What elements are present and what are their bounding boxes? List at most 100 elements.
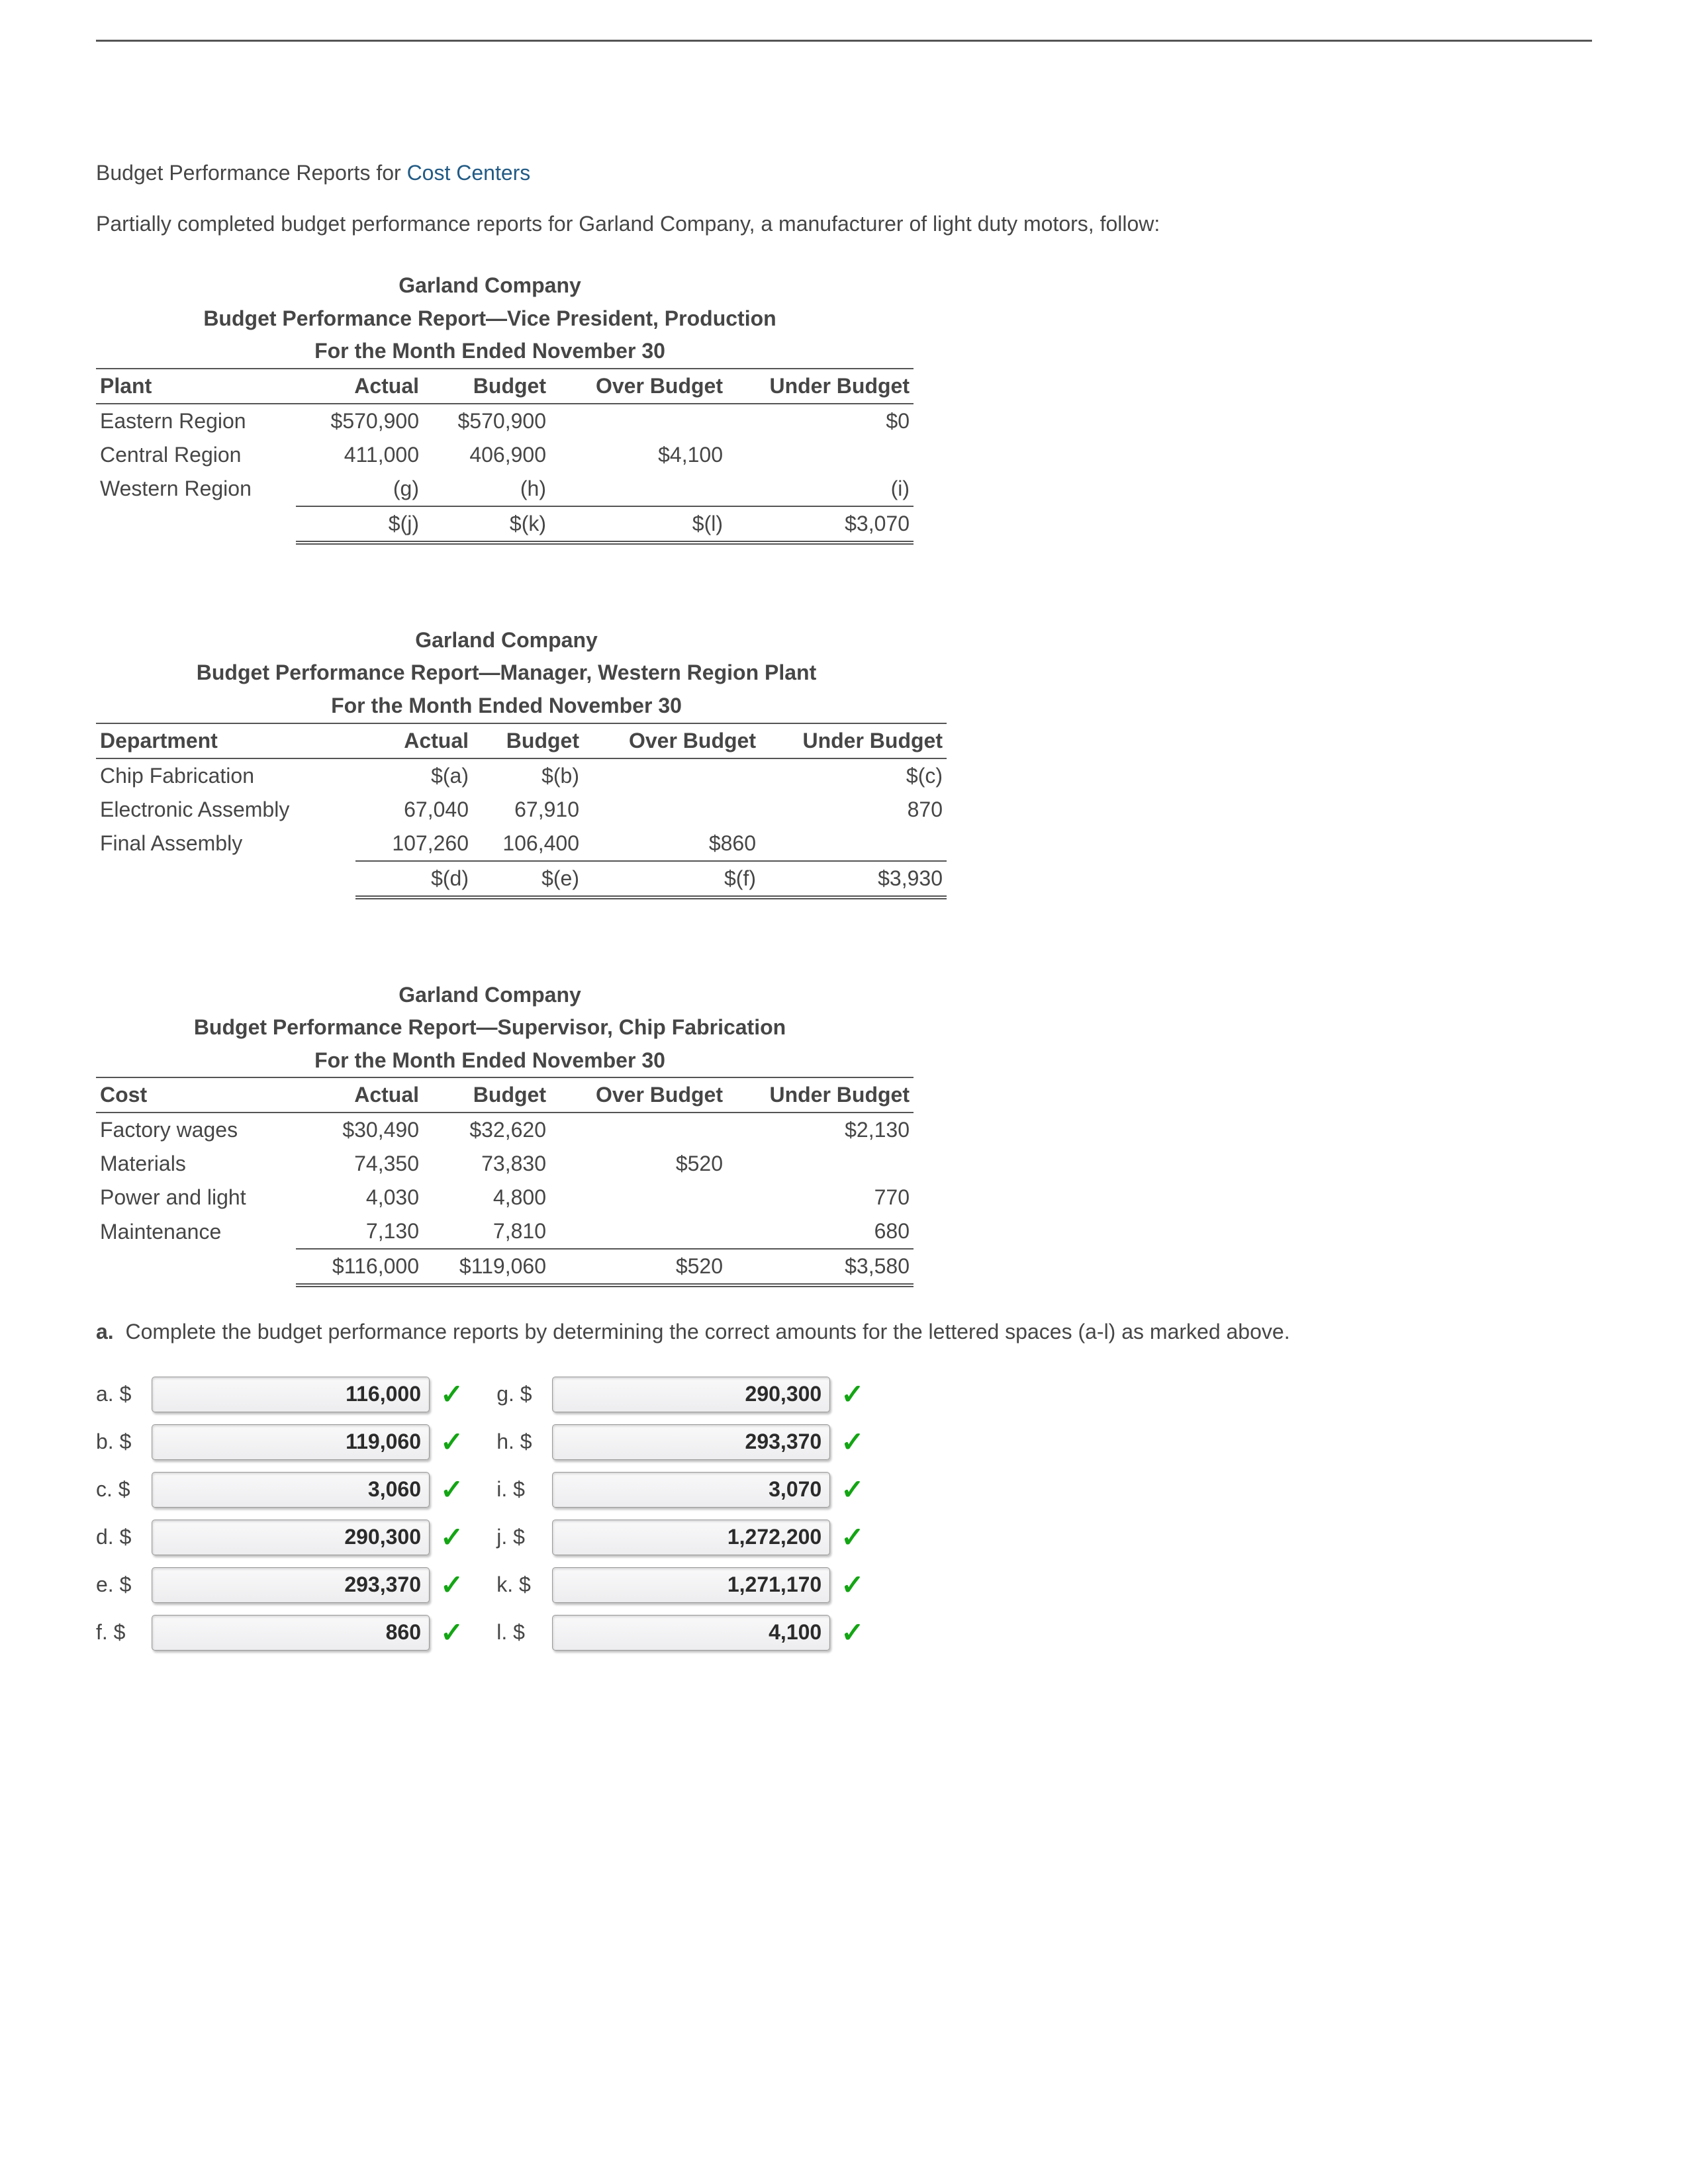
t1-t-c1: $(j) — [296, 506, 423, 543]
t1-r0-c2: $570,900 — [423, 404, 550, 438]
t1-h-plant: Plant — [96, 369, 296, 404]
t3-totals-row: $116,000 $119,060 $520 $3,580 — [96, 1249, 914, 1285]
answer-row: c. $ ✓ — [96, 1472, 463, 1508]
check-icon: ✓ — [440, 1426, 463, 1458]
t1-title-company: Garland Company — [96, 269, 884, 302]
t2-r0-c0: Chip Fabrication — [96, 758, 355, 793]
t2-r2-c0: Final Assembly — [96, 827, 355, 861]
table-row: Materials 74,350 73,830 $520 — [96, 1147, 914, 1181]
table-row: Power and light 4,030 4,800 770 — [96, 1181, 914, 1214]
answer-input-h[interactable] — [552, 1424, 830, 1460]
t1-h-actual: Actual — [296, 369, 423, 404]
t3-h-under: Under Budget — [727, 1077, 914, 1113]
answer-row: k. $ ✓ — [496, 1567, 864, 1603]
answer-row: b. $ ✓ — [96, 1424, 463, 1460]
check-icon: ✓ — [440, 1521, 463, 1553]
t2-r1-c1: 67,040 — [355, 793, 473, 827]
t2-t-c1: $(d) — [355, 861, 473, 897]
answer-input-a[interactable] — [152, 1377, 430, 1412]
t1-table: Plant Actual Budget Over Budget Under Bu… — [96, 368, 914, 545]
t2-t-c0 — [96, 861, 355, 897]
answer-label: f. $ — [96, 1620, 148, 1645]
answer-input-k[interactable] — [552, 1567, 830, 1603]
answer-input-d[interactable] — [152, 1520, 430, 1555]
t2-h-dept: Department — [96, 723, 355, 758]
t2-header-row: Department Actual Budget Over Budget Und… — [96, 723, 947, 758]
t1-r2-c2: (h) — [423, 472, 550, 506]
t3-r0-c0: Factory wages — [96, 1113, 296, 1147]
t3-t-c4: $3,580 — [727, 1249, 914, 1285]
t1-title-period: For the Month Ended November 30 — [96, 335, 884, 368]
table-row: Maintenance 7,130 7,810 680 — [96, 1214, 914, 1249]
t1-h-under: Under Budget — [727, 369, 914, 404]
t3-title-company: Garland Company — [96, 979, 884, 1012]
t2-r2-c3: $860 — [583, 827, 760, 861]
t2-r0-c1: $(a) — [355, 758, 473, 793]
t2-r2-c2: 106,400 — [473, 827, 583, 861]
t1-header-row: Plant Actual Budget Over Budget Under Bu… — [96, 369, 914, 404]
t3-r0-c1: $30,490 — [296, 1113, 423, 1147]
answer-row: l. $ ✓ — [496, 1615, 864, 1651]
t2-r0-c2: $(b) — [473, 758, 583, 793]
t3-r2-c1: 4,030 — [296, 1181, 423, 1214]
instruction-text: Complete the budget performance reports … — [125, 1320, 1289, 1343]
t2-r1-c2: 67,910 — [473, 793, 583, 827]
answer-label: c. $ — [96, 1477, 148, 1502]
t1-t-c4: $3,070 — [727, 506, 914, 543]
t3-r3-c3 — [550, 1214, 727, 1249]
t3-r3-c0: Maintenance — [96, 1214, 296, 1249]
check-icon: ✓ — [841, 1569, 864, 1601]
answer-input-e[interactable] — [152, 1567, 430, 1603]
t2-totals-row: $(d) $(e) $(f) $3,930 — [96, 861, 947, 897]
answer-label: a. $ — [96, 1382, 148, 1406]
t3-h-budget: Budget — [423, 1077, 550, 1113]
t1-r1-c1: 411,000 — [296, 438, 423, 472]
report-vp-production: Garland Company Budget Performance Repor… — [96, 269, 1592, 545]
t1-title: Garland Company Budget Performance Repor… — [96, 269, 884, 368]
t2-r1-c0: Electronic Assembly — [96, 793, 355, 827]
t3-r1-c1: 74,350 — [296, 1147, 423, 1181]
t3-table: Cost Actual Budget Over Budget Under Bud… — [96, 1077, 914, 1287]
t3-r3-c2: 7,810 — [423, 1214, 550, 1249]
answer-row: j. $ ✓ — [496, 1520, 864, 1555]
cost-centers-link[interactable]: Cost Centers — [407, 161, 531, 185]
t2-h-budget: Budget — [473, 723, 583, 758]
table-row: Western Region (g) (h) (i) — [96, 472, 914, 506]
heading-line: Budget Performance Reports for Cost Cent… — [96, 161, 1592, 185]
t2-title-period: For the Month Ended November 30 — [96, 690, 917, 723]
t2-table: Department Actual Budget Over Budget Und… — [96, 723, 947, 899]
answer-input-g[interactable] — [552, 1377, 830, 1412]
t3-r1-c2: 73,830 — [423, 1147, 550, 1181]
answer-input-l[interactable] — [552, 1615, 830, 1651]
t2-title-company: Garland Company — [96, 624, 917, 657]
t3-r3-c1: 7,130 — [296, 1214, 423, 1249]
t3-r1-c3: $520 — [550, 1147, 727, 1181]
answer-label: l. $ — [496, 1620, 548, 1645]
answer-input-c[interactable] — [152, 1472, 430, 1508]
t2-r1-c4: 870 — [760, 793, 947, 827]
answer-input-j[interactable] — [552, 1520, 830, 1555]
t3-t-c0 — [96, 1249, 296, 1285]
check-icon: ✓ — [841, 1521, 864, 1553]
answer-input-b[interactable] — [152, 1424, 430, 1460]
t2-h-over: Over Budget — [583, 723, 760, 758]
t1-r2-c0: Western Region — [96, 472, 296, 506]
check-icon: ✓ — [440, 1378, 463, 1410]
t3-r0-c2: $32,620 — [423, 1113, 550, 1147]
t2-r1-c3 — [583, 793, 760, 827]
page-top-rule — [96, 40, 1592, 42]
answer-input-i[interactable] — [552, 1472, 830, 1508]
answers-grid: a. $ ✓ b. $ ✓ c. $ ✓ d. $ ✓ e. $ — [96, 1377, 1592, 1651]
answer-input-f[interactable] — [152, 1615, 430, 1651]
t1-r1-c4 — [727, 438, 914, 472]
t1-t-c3: $(l) — [550, 506, 727, 543]
answer-label: e. $ — [96, 1572, 148, 1597]
t3-r0-c4: $2,130 — [727, 1113, 914, 1147]
answer-label: b. $ — [96, 1430, 148, 1454]
check-icon: ✓ — [841, 1426, 864, 1458]
t3-r2-c3 — [550, 1181, 727, 1214]
t3-t-c3: $520 — [550, 1249, 727, 1285]
page-root: Budget Performance Reports for Cost Cent… — [0, 0, 1688, 1730]
t1-r0-c4: $0 — [727, 404, 914, 438]
t1-r1-c2: 406,900 — [423, 438, 550, 472]
